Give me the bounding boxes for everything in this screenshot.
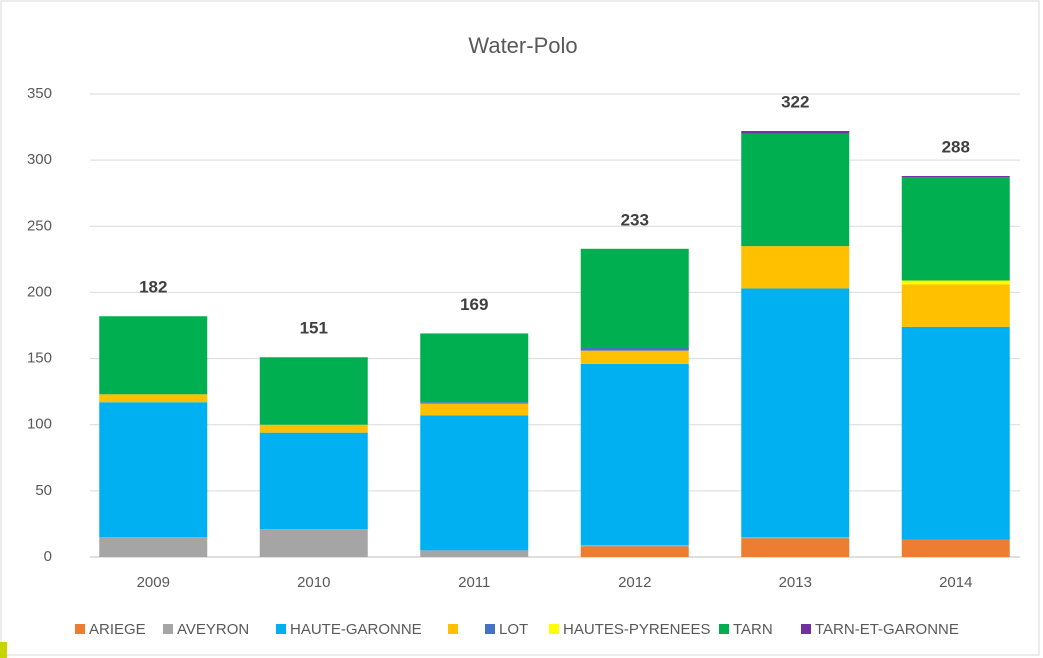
- legend-label: HAUTE-GARONNE: [290, 621, 422, 638]
- legend-swatch: [276, 624, 286, 634]
- bar-segment: [99, 402, 208, 538]
- bar-segment: [259, 424, 368, 433]
- legend-swatch: [485, 624, 495, 634]
- bar-segment: [580, 363, 689, 546]
- bar-segment: [901, 284, 1010, 327]
- y-tick-label: 150: [27, 350, 52, 367]
- total-label: 182: [139, 278, 167, 297]
- total-label: 288: [942, 138, 970, 157]
- corner-mark: [0, 642, 7, 658]
- total-label: 322: [781, 93, 809, 112]
- legend-swatch: [549, 624, 559, 634]
- legend-swatch: [448, 624, 458, 634]
- legend-swatch: [75, 624, 85, 634]
- y-tick-label: 350: [27, 85, 52, 102]
- bar-segment: [420, 402, 529, 404]
- bar-segment: [901, 177, 1010, 281]
- y-tick-label: 0: [44, 548, 52, 565]
- x-tick-label: 2013: [779, 574, 812, 591]
- legend-label: HAUTES-PYRENEES: [563, 621, 711, 638]
- bar-segment: [741, 538, 850, 557]
- x-tick-label: 2011: [458, 574, 490, 591]
- bar-segment: [741, 288, 850, 538]
- legend-label: ARIEGE: [89, 621, 146, 638]
- chart-title: Water-Polo: [468, 33, 577, 58]
- y-tick-label: 100: [27, 416, 52, 433]
- bar-segment: [901, 326, 1010, 540]
- bar-segment: [580, 546, 689, 557]
- legend-swatch: [801, 624, 811, 634]
- bar-segment: [741, 131, 850, 134]
- bar-segment: [580, 545, 689, 547]
- bar-segment: [420, 415, 529, 551]
- bar-segment: [420, 333, 529, 403]
- bar-segment: [741, 133, 850, 247]
- legend-label: TARN: [733, 621, 773, 638]
- bar-segment: [99, 316, 208, 395]
- bar-segment: [901, 280, 1010, 285]
- total-label: 151: [300, 319, 328, 338]
- y-tick-label: 200: [27, 283, 52, 300]
- x-tick-label: 2012: [618, 574, 651, 591]
- total-label: 169: [460, 295, 488, 314]
- bar-segment: [259, 357, 368, 425]
- legend-swatch: [719, 624, 729, 634]
- legend-label: LOT: [499, 621, 528, 638]
- y-tick-label: 50: [35, 482, 52, 499]
- bar-segment: [420, 403, 529, 416]
- bar-segment: [259, 432, 368, 530]
- bar-segment: [99, 394, 208, 403]
- bar-segment: [580, 347, 689, 351]
- legend-label: TARN-ET-GARONNE: [815, 621, 959, 638]
- y-tick-label: 300: [27, 151, 52, 168]
- bar-segment: [420, 550, 529, 557]
- bar-segment: [901, 539, 1010, 557]
- total-label: 233: [621, 210, 649, 229]
- legend-label: AVEYRON: [177, 621, 249, 638]
- x-tick-label: 2014: [939, 574, 972, 591]
- bar-segment: [259, 529, 368, 557]
- bar-segment: [580, 350, 689, 364]
- x-tick-label: 2010: [297, 574, 330, 591]
- bar-segment: [580, 248, 689, 348]
- bar-segment: [741, 246, 850, 289]
- y-tick-label: 250: [27, 217, 52, 234]
- bar-segment: [99, 537, 208, 557]
- bar-segment: [901, 176, 1010, 178]
- bar-segment: [741, 537, 850, 539]
- legend-swatch: [163, 624, 173, 634]
- x-tick-label: 2009: [137, 574, 170, 591]
